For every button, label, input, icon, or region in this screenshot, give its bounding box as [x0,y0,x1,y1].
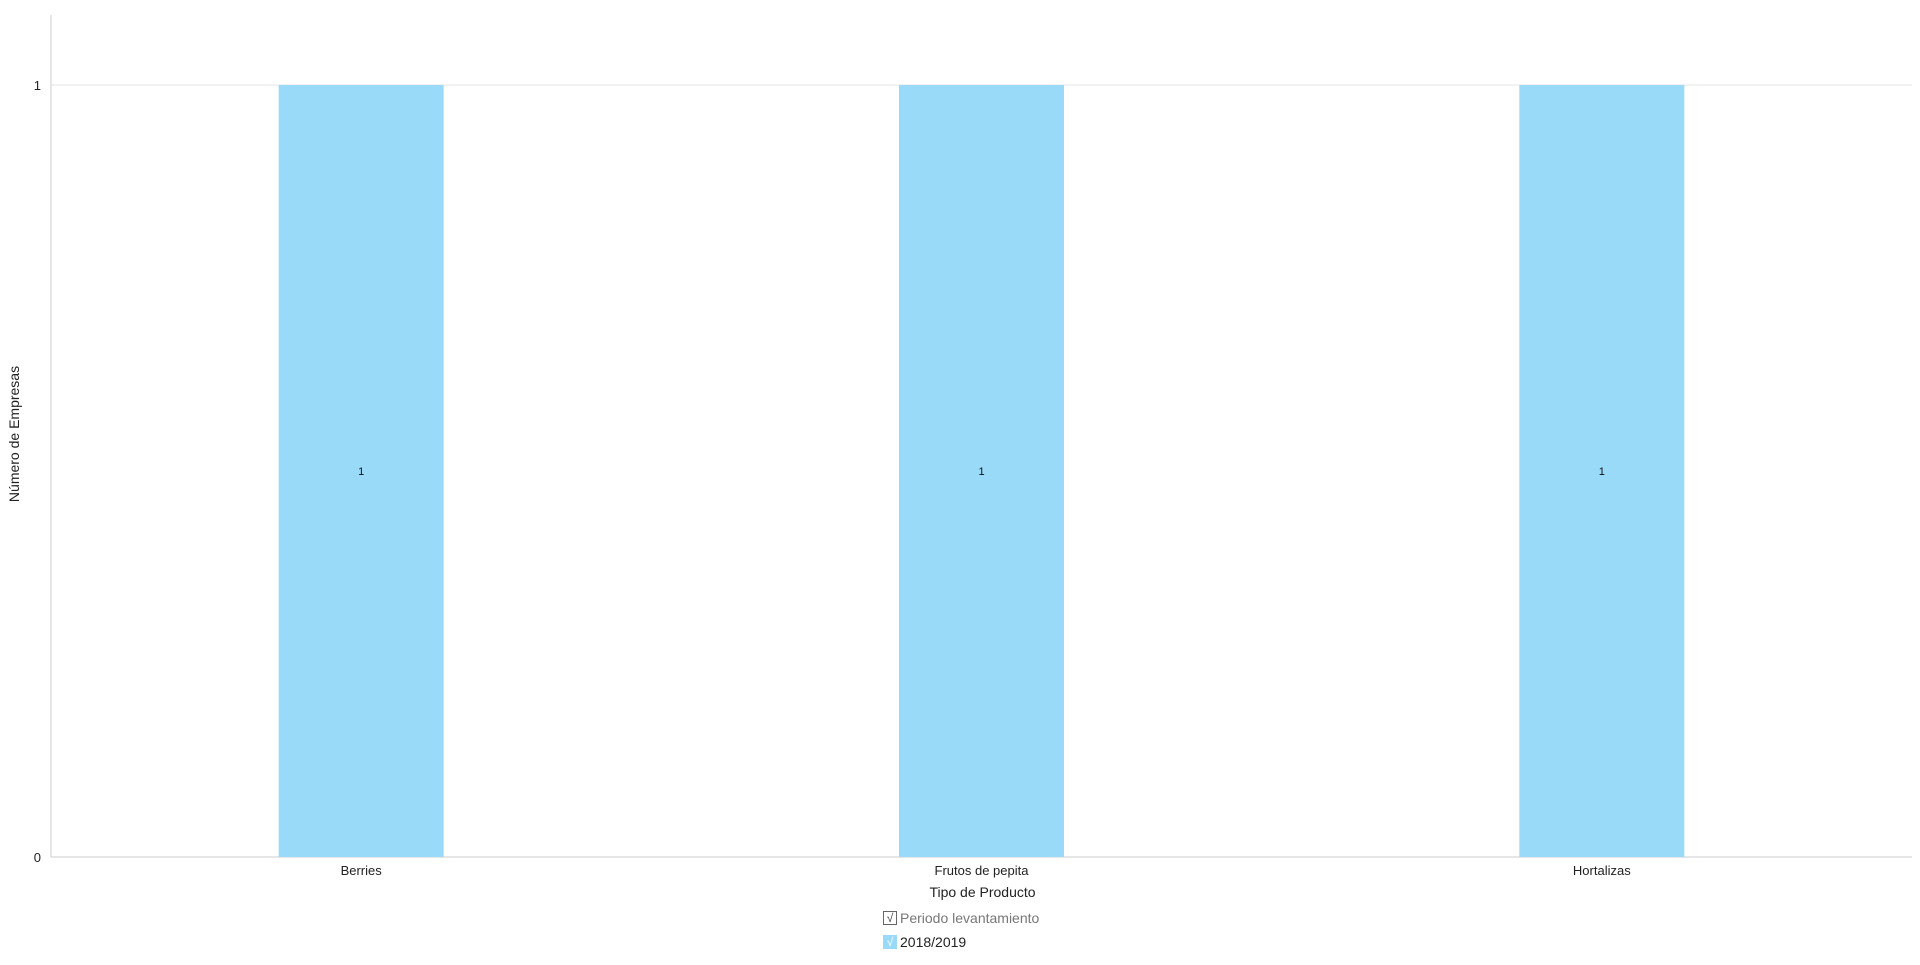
x-axis-title: Tipo de Producto [929,884,1035,900]
bars [278,85,1685,857]
bar[interactable] [1519,85,1685,857]
x-tick-label: Frutos de pepita [935,863,1030,878]
y-tick-label: 0 [34,850,41,865]
y-tick-label: 1 [34,78,41,93]
data-labels: 1 1 1 [358,466,1605,478]
y-tick-labels: 01 [34,78,41,865]
data-label: 1 [978,466,984,478]
bar[interactable] [278,85,444,857]
legend-header-toggle[interactable]: √ Periodo levantamiento [883,906,1083,930]
legend-header-label: Periodo levantamiento [900,910,1040,926]
x-tick-label: Hortalizas [1573,863,1631,878]
bar[interactable] [899,85,1064,857]
legend-swatch-checkbox-icon[interactable]: √ [883,935,897,949]
y-axis-title: Número de Empresas [6,366,22,502]
data-label: 1 [1599,466,1605,478]
data-label: 1 [358,466,364,478]
x-tick-label: Berries [341,863,383,878]
x-tick-labels: Berries Frutos de pepita Hortalizas [341,863,1632,878]
legend: √ Periodo levantamiento √ 2018/2019 [883,906,1083,954]
checkbox-icon[interactable]: √ [883,911,897,925]
legend-item-label: 2018/2019 [900,934,967,950]
legend-item-2018-2019[interactable]: √ 2018/2019 [883,930,1083,954]
